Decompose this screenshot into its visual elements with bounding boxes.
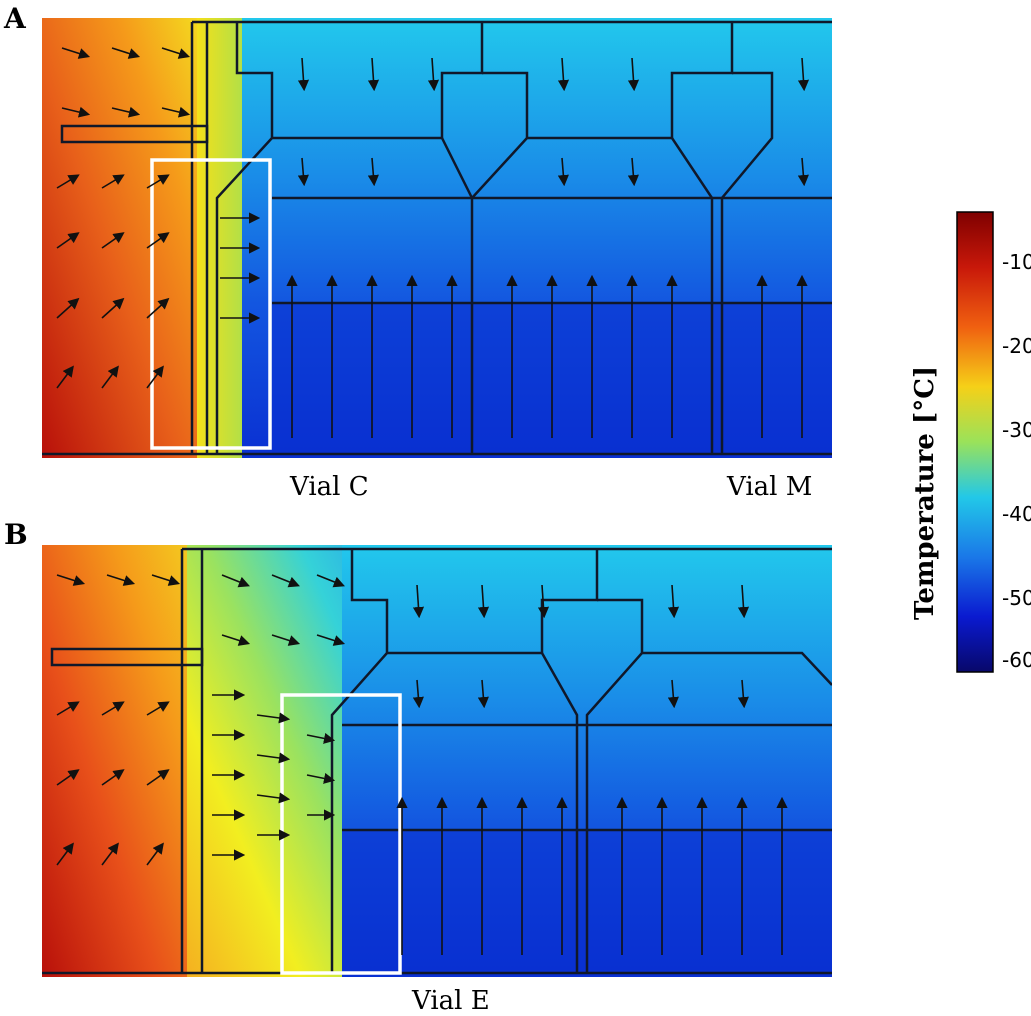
colorbar-title: Temperature [°C]	[910, 365, 940, 620]
colorbar-tick-label: -60	[1002, 648, 1031, 672]
colorbar-tick-label: -40	[1002, 502, 1031, 526]
colorbar-tick-label: -20	[1002, 334, 1031, 358]
vial-m-label: Vial M	[727, 472, 813, 502]
panel-a-letter: A	[4, 2, 26, 35]
colorbar-tick-label: -30	[1002, 418, 1031, 442]
colorbar-tick-label: -50	[1002, 586, 1031, 610]
flow-arrows	[56, 47, 810, 438]
panel-a-simulation	[42, 18, 832, 458]
vial-c-label: Vial C	[290, 472, 369, 502]
colorbar-tick-label: -10	[1002, 250, 1031, 274]
temperature-colorbar	[956, 211, 994, 673]
panel-b-letter: B	[4, 518, 28, 551]
vial-e-label: Vial E	[412, 986, 490, 1016]
flow-arrows	[56, 574, 788, 955]
panel-b-simulation	[42, 545, 832, 977]
vial-outlines	[42, 547, 832, 975]
warm-region	[42, 18, 197, 458]
vial-c-highlight	[150, 158, 272, 450]
warm-region	[42, 545, 187, 977]
